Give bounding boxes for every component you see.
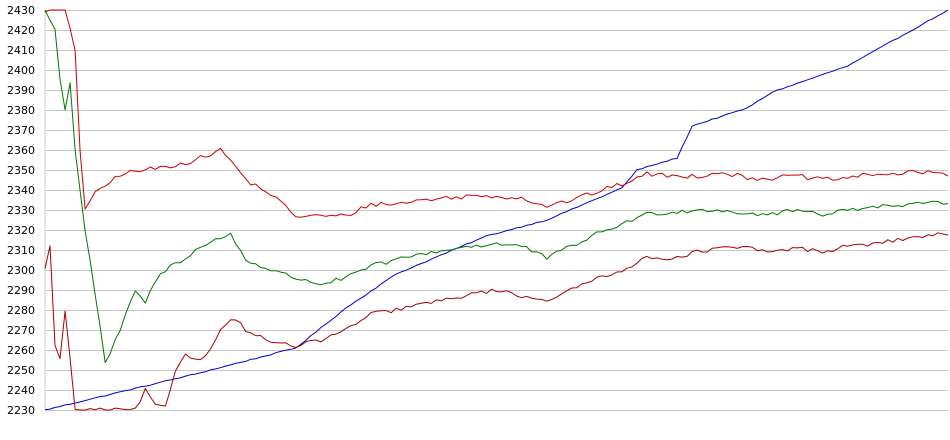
series-lines <box>44 9 949 411</box>
y-tick-label: 2400 <box>7 64 35 77</box>
y-tick-label: 2410 <box>7 44 35 57</box>
y-tick-label: 2310 <box>7 244 35 257</box>
series-line-2 <box>44 9 949 218</box>
y-tick-label: 2360 <box>7 144 35 157</box>
series-line-4 <box>44 232 949 411</box>
y-tick-label: 2280 <box>7 304 35 317</box>
series-line-3 <box>44 9 949 363</box>
y-tick-label: 2320 <box>7 224 35 237</box>
y-tick-label: 2380 <box>7 104 35 117</box>
y-tick-label: 2240 <box>7 384 35 397</box>
y-tick-label: 2370 <box>7 124 35 137</box>
series-line-1 <box>44 9 949 411</box>
y-tick-label: 2230 <box>7 404 35 417</box>
y-tick-label: 2390 <box>7 84 35 97</box>
gridlines <box>45 10 948 411</box>
y-tick-label: 2300 <box>7 264 35 277</box>
y-axis: 2230 2240 2250 2260 2270 2280 2290 2300 2310 2320… <box>7 4 46 417</box>
y-tick-label: 2270 <box>7 324 35 337</box>
y-tick-label: 2290 <box>7 284 35 297</box>
y-tick-label: 2340 <box>7 184 35 197</box>
y-tick-label: 2250 <box>7 364 35 377</box>
y-tick-label: 2330 <box>7 204 35 217</box>
y-tick-label: 2350 <box>7 164 35 177</box>
y-tick-label: 2260 <box>7 344 35 357</box>
y-tick-label: 2430 <box>7 4 35 17</box>
y-tick-label: 2420 <box>7 24 35 37</box>
